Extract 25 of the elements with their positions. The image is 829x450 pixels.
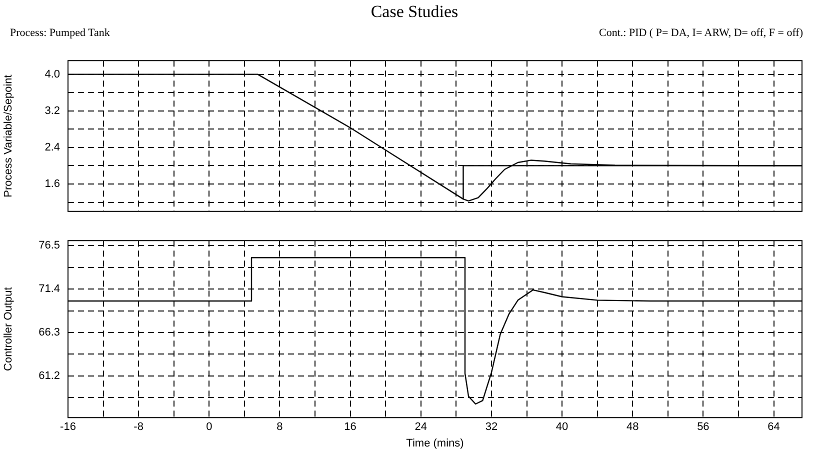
chart-title: Case Studies: [370, 2, 460, 22]
y-tick-label: 71.4: [38, 283, 60, 296]
x-tick-label: 64: [768, 421, 780, 434]
x-tick-label: 0: [206, 421, 212, 434]
y-tick-label: 3.2: [44, 104, 60, 117]
y-tick-label: 76.5: [38, 240, 60, 252]
x-tick-label: 48: [626, 421, 639, 434]
y-tick-label: 1.6: [44, 178, 60, 190]
x-tick-label: 56: [697, 421, 710, 434]
x-tick-label: 8: [276, 421, 283, 434]
x-axis-title: Time (mins): [406, 437, 464, 450]
y-axis-title: Process Variable/Sepoint: [2, 74, 15, 198]
x-tick-label: -16: [60, 421, 76, 434]
x-tick-label: 32: [485, 421, 498, 434]
text: Cont.: PID ( P= DA, I= ARW, D= off, F = off): [599, 27, 803, 39]
x-tick-label: 16: [344, 421, 356, 434]
text: Process: Pumped Tank: [10, 27, 110, 39]
y-tick-label: 61.2: [38, 370, 60, 382]
y-tick-label: 4.0: [44, 68, 60, 80]
x-tick-label: 24: [414, 421, 428, 434]
x-tick-label: 40: [556, 421, 568, 434]
y-axis-title: Controller Output: [2, 287, 15, 371]
y-tick-label: 66.3: [38, 326, 60, 339]
y-tick-label: 2.4: [44, 141, 60, 154]
x-tick-label: -8: [134, 421, 144, 434]
